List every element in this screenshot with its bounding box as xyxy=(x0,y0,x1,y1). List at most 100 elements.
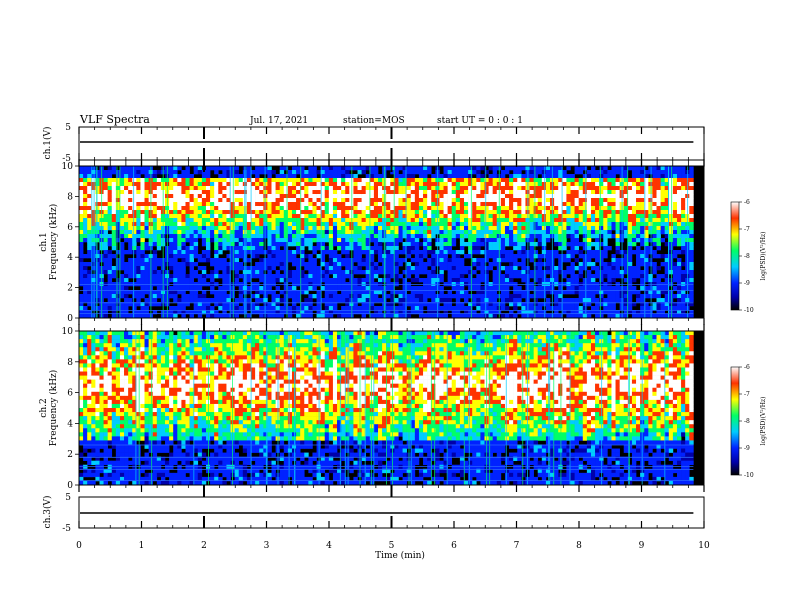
spectrogram-cell xyxy=(358,182,362,186)
spectrogram-cell xyxy=(312,286,316,290)
spectrogram-cell xyxy=(251,254,255,258)
spectrogram-cell xyxy=(231,186,235,190)
spectrogram-cell xyxy=(87,254,91,258)
spectrogram-cell xyxy=(632,174,636,178)
spectrogram-cell xyxy=(669,250,673,254)
spectrogram-cell xyxy=(640,258,644,262)
spectrogram-cell xyxy=(599,250,603,254)
spectrogram-cell xyxy=(272,266,276,270)
spectrogram-cell xyxy=(501,278,505,282)
spectrogram-cell xyxy=(501,222,505,226)
spectrogram-cell xyxy=(566,178,570,182)
spectrogram-cell xyxy=(423,298,427,302)
spectrogram-cell xyxy=(358,194,362,198)
spectrogram-cell xyxy=(190,210,194,214)
spectrogram-cell xyxy=(407,198,411,202)
spectrogram-cell xyxy=(214,242,218,246)
spectrogram-cell xyxy=(370,178,374,182)
spectrogram-cell xyxy=(448,214,452,218)
spectrogram-cell xyxy=(194,226,198,230)
spectrogram-cell xyxy=(362,286,366,290)
spectrogram-cell xyxy=(251,214,255,218)
spectrogram-cell xyxy=(456,178,460,182)
spectrogram-cell xyxy=(398,178,402,182)
spectrogram-cell xyxy=(104,214,108,218)
spectrogram-cell xyxy=(173,214,177,218)
spectrogram-cell xyxy=(603,298,607,302)
spectrogram-cell xyxy=(484,274,488,278)
spectrogram-cell xyxy=(145,166,149,170)
spectrogram-cell xyxy=(353,178,357,182)
spectrogram-cell xyxy=(222,206,226,210)
spectrogram-cell xyxy=(628,222,632,226)
spectrogram-cell xyxy=(484,282,488,286)
spectrogram-cell xyxy=(308,258,312,262)
spectrogram-cell xyxy=(427,262,431,266)
spectrogram-cell xyxy=(358,262,362,266)
spectrogram-cell xyxy=(460,230,464,234)
spectrogram-cell xyxy=(591,178,595,182)
spectrogram-cell xyxy=(255,190,259,194)
spectrogram-cell xyxy=(439,202,443,206)
spectrogram-cell xyxy=(194,230,198,234)
spectrogram-cell xyxy=(288,218,292,222)
spectrogram-cell xyxy=(108,286,112,290)
spectrogram-cell xyxy=(657,230,661,234)
spectrogram-cell xyxy=(472,246,476,250)
spectrogram-cell xyxy=(657,202,661,206)
spectrogram-cell xyxy=(554,250,558,254)
spectrogram-cell xyxy=(169,242,173,246)
spectrogram-cell xyxy=(419,178,423,182)
spectrogram-cell xyxy=(439,218,443,222)
spectrogram-cell xyxy=(661,298,665,302)
spectrogram-cell xyxy=(571,234,575,238)
spectrogram-cell xyxy=(530,214,534,218)
spectrogram-cell xyxy=(272,202,276,206)
spectrogram-cell xyxy=(411,246,415,250)
spectrogram-cell xyxy=(173,278,177,282)
spectrogram-cell xyxy=(169,278,173,282)
spectrogram-cell xyxy=(210,190,214,194)
spectrogram-cell xyxy=(276,286,280,290)
spectrogram-cell xyxy=(398,298,402,302)
spectrogram-cell xyxy=(370,210,374,214)
spectrogram-cell xyxy=(124,190,128,194)
spectrogram-cell xyxy=(251,182,255,186)
spectrogram-cell xyxy=(378,174,382,178)
spectrogram-cell xyxy=(276,186,280,190)
spectrogram-cell xyxy=(329,178,333,182)
spectrogram-cell xyxy=(669,270,673,274)
spectrogram-cell xyxy=(124,194,128,198)
spectrogram-cell xyxy=(370,198,374,202)
spectrogram-cell xyxy=(251,266,255,270)
spectrogram-cell xyxy=(198,266,202,270)
spectrogram-cell xyxy=(480,234,484,238)
spectrogram-cell xyxy=(173,246,177,250)
spectrogram-cell xyxy=(214,190,218,194)
spectrogram-cell xyxy=(509,250,513,254)
spectrogram-cell xyxy=(370,294,374,298)
spectrogram-cell xyxy=(538,306,542,310)
spectrogram-cell xyxy=(136,230,140,234)
spectrogram-cell xyxy=(198,218,202,222)
spectrogram-cell xyxy=(124,218,128,222)
spectrogram-cell xyxy=(194,238,198,242)
spectrogram-cell xyxy=(194,218,198,222)
spectrogram-cell xyxy=(554,218,558,222)
spectrogram-cell xyxy=(370,182,374,186)
spectrogram-cell xyxy=(95,254,99,258)
spectrogram-cell xyxy=(284,194,288,198)
spectrogram-cell xyxy=(489,298,493,302)
spectrogram-cell xyxy=(222,286,226,290)
spectrogram-cell xyxy=(308,294,312,298)
spectrogram-cell xyxy=(362,250,366,254)
spectrogram-cell xyxy=(222,246,226,250)
spectrogram-cell xyxy=(673,226,677,230)
spectrogram-cell xyxy=(419,226,423,230)
spectrogram-cell xyxy=(231,194,235,198)
spectrogram-cell xyxy=(652,198,656,202)
ch1-spectrogram-image xyxy=(79,166,694,318)
spectrogram-cell xyxy=(636,214,640,218)
spectrogram-cell xyxy=(480,230,484,234)
spectrogram-cell xyxy=(394,266,398,270)
